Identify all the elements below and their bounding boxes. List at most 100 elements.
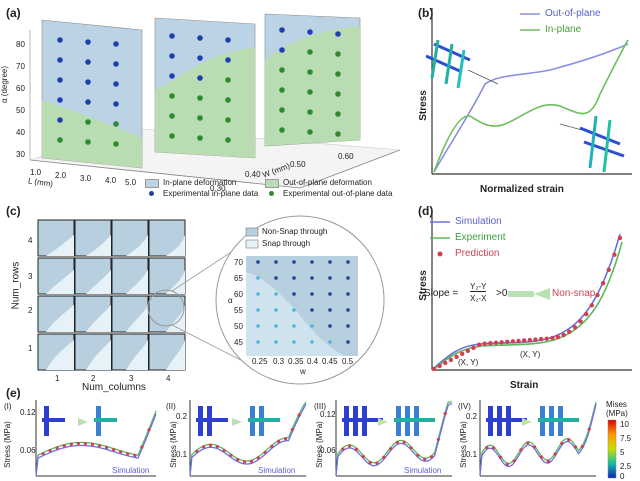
inset-dot-nonsnap (346, 260, 350, 264)
dot-outplane (335, 71, 341, 77)
inset-dot-nonsnap (310, 260, 314, 264)
inset-dot-nonsnap (292, 292, 296, 296)
snap-region (86, 235, 111, 256)
dot-outplane (197, 135, 203, 141)
prediction-point (465, 348, 471, 354)
prediction-point (516, 338, 521, 344)
dot-outplane (113, 121, 119, 127)
mises-colorbar (607, 419, 617, 479)
e-prediction-point (354, 447, 359, 451)
prediction-point (567, 329, 572, 335)
prediction-point (555, 334, 561, 340)
dot-outplane (225, 97, 231, 103)
inset-dot-nonsnap (292, 260, 296, 264)
panel-a-3d-plot (29, 13, 400, 189)
dot-inplane (57, 77, 63, 83)
e2-legend: Simulation (258, 466, 296, 475)
snap-region (166, 235, 185, 256)
legend-swatch-inplane (145, 179, 159, 188)
slope-condition: >0 (496, 288, 508, 299)
panel-d-legend-pred: Prediction (455, 248, 500, 259)
inset-dot-nonsnap (346, 308, 350, 312)
slope-label: Slope = (424, 288, 459, 299)
e-curve-experiment (335, 401, 452, 477)
e2-tick-mid: 0.1 (176, 450, 188, 459)
e-prediction-point (388, 447, 393, 451)
e-lattice-cross (94, 418, 117, 422)
prediction-point (600, 281, 606, 286)
legend-outplane-region: Out-of-plane deformation (283, 178, 372, 187)
panel-a-ytick-40: 40 (16, 128, 25, 137)
dot-outplane (335, 111, 341, 117)
panel-label-b: (b) (418, 6, 434, 20)
point2-label: (X, Y) (520, 350, 541, 359)
panel-a-ytick-80: 80 (16, 40, 25, 49)
inset-xtick-035: 0.35 (288, 357, 304, 366)
inset-dot-nonsnap (328, 276, 332, 280)
e-prediction-point (97, 444, 102, 448)
panel-a-ylabel: α (degree) (0, 65, 10, 104)
lattice-out-of-plane (425, 39, 471, 89)
panel-a-xtick-5: 5.0 (125, 178, 137, 187)
dot-inplane (57, 117, 63, 123)
dot-outplane (335, 91, 341, 97)
e-prediction-point (361, 454, 365, 459)
colorbar-tick-0: 0 (620, 472, 625, 481)
dot-outplane (279, 87, 285, 93)
prediction-point (533, 337, 538, 342)
e-prediction-point (546, 459, 550, 463)
prediction-point (471, 345, 476, 350)
e-lattice-cross (394, 418, 435, 422)
e-prediction-point (423, 457, 427, 461)
inset-dot-snap (256, 292, 260, 296)
colorbar-tick-25: 2.5 (620, 462, 632, 471)
dot-inplane (169, 33, 175, 39)
e-lattice-cross (538, 418, 579, 422)
panel-b-legend-in: In-plane (545, 24, 582, 35)
legend-dot-blue (149, 191, 154, 196)
e-prediction-point (341, 447, 345, 451)
dot-inplane (57, 97, 63, 103)
e-prediction-point (112, 448, 116, 452)
e1-tick-top: 0.12 (20, 408, 36, 417)
e-prediction-point (443, 411, 447, 416)
prediction-point (561, 332, 566, 338)
inset-ytick-55: 55 (234, 306, 243, 315)
prediction-point (544, 336, 549, 341)
slope-numerator: Y₂-Y (470, 282, 487, 292)
e-prediction-point (55, 446, 59, 450)
panel-b-plot (425, 8, 632, 175)
e-prediction-point (348, 444, 352, 448)
e3-tick-mid: 0.06 (320, 446, 336, 455)
panel-b-ylabel: Stress (417, 90, 429, 121)
panel-a-xtick-3: 3.0 (80, 174, 92, 183)
inset-xtick-04: 0.4 (307, 357, 319, 366)
panel-c-grid (37, 215, 385, 385)
slope-result: Non-snap (552, 288, 596, 299)
e-prediction-point (222, 448, 226, 453)
dot-inplane (85, 39, 91, 45)
e-prediction-point (416, 453, 420, 457)
prediction-point (617, 235, 623, 241)
e-prediction-point (526, 441, 530, 445)
inset-dot-snap (274, 324, 278, 328)
prediction-point (572, 325, 578, 330)
inset-xtick-045: 0.45 (322, 357, 338, 366)
prediction-point (527, 337, 533, 343)
e-prediction-point (587, 427, 591, 431)
prediction-point (595, 292, 600, 298)
point1-label: (X, Y) (458, 358, 479, 367)
snap-region (126, 305, 148, 332)
inset-dot-nonsnap (328, 308, 332, 312)
prediction-point (476, 342, 482, 347)
inset-ytick-45: 45 (234, 338, 243, 347)
panel-c-row-1: 1 (28, 344, 33, 353)
e-prediction-point (62, 444, 66, 448)
e-label-4: (IV) (458, 402, 471, 411)
dot-inplane (113, 41, 119, 47)
panel-a-ztick-060: 0.60 (338, 152, 354, 161)
e-prediction-point (429, 455, 434, 459)
panel-b-xlabel: Normalized strain (480, 184, 564, 195)
panel-a-ztick-050: 0.50 (290, 160, 306, 169)
prediction-point (454, 354, 459, 360)
